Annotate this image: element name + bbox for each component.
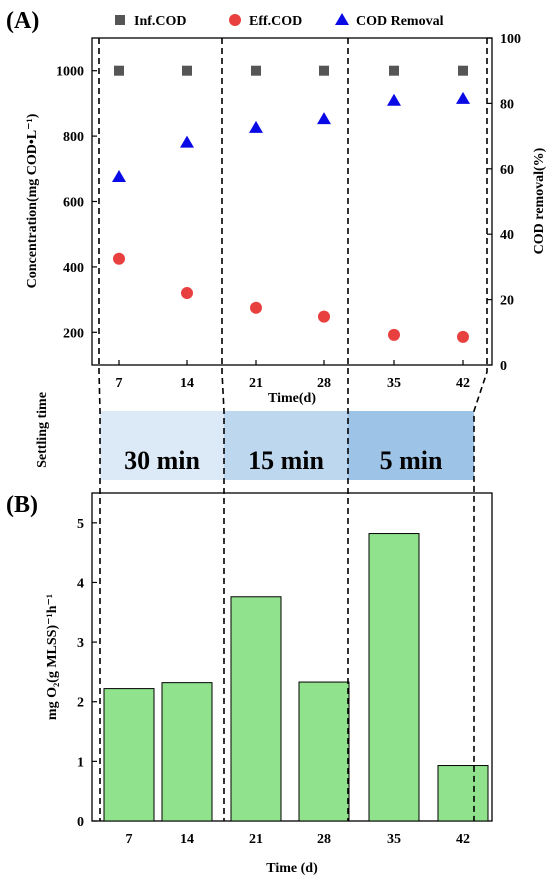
stage-separator-line (221, 38, 225, 821)
panel-a-y-axis-label: Concentration(mg COD•L⁻¹) (25, 113, 40, 288)
panel-b-frame (91, 492, 493, 822)
x-tick-label: 42 (456, 376, 470, 391)
point-cod-removal (317, 112, 331, 125)
bar (368, 533, 420, 822)
point-cod-removal (387, 93, 401, 106)
y2-tick-label: 100 (500, 32, 521, 47)
y-tick-label: 1 (77, 755, 84, 770)
x-tick-label: 28 (317, 376, 331, 391)
stage-separator-line (473, 38, 488, 821)
point-eff-cod (181, 287, 193, 300)
panel-b-axes: 0 1 2 3 4 5 7 14 21 28 35 42 (77, 517, 470, 847)
settling-stage-label: 30 min (124, 446, 200, 475)
y2-tick-label: 20 (500, 294, 514, 309)
stage-separator-line (98, 38, 101, 821)
bar (103, 688, 155, 822)
settling-stage-label: 5 min (380, 446, 443, 475)
x-tick-label: 14 (180, 376, 194, 391)
stage-separators (98, 38, 488, 821)
bar (161, 682, 213, 822)
x-tick-label: 28 (317, 832, 331, 847)
y-tick-label: 600 (63, 196, 84, 211)
legend-label-cod-removal: COD Removal (356, 14, 444, 29)
panel-a-marks (112, 65, 470, 343)
panel-b-bars (103, 533, 489, 822)
panel-a-chart: 7 14 21 28 35 422004006008001000020406080100 … (25, 13, 547, 406)
bar (298, 681, 350, 822)
point-inf-cod (458, 65, 468, 76)
point-inf-cod (114, 65, 124, 76)
x-tick-label: 35 (387, 832, 401, 847)
legend-marker-cod-removal (335, 13, 349, 25)
point-eff-cod (457, 330, 469, 343)
settling-stage-box (100, 411, 224, 480)
y-tick-label: 800 (63, 130, 84, 145)
point-cod-removal (180, 135, 194, 148)
legend-label-inf-cod: Inf.COD (134, 14, 187, 29)
panel-a-axes: 7 14 21 28 35 42 200 400 600 800 1000 0 20 40 60 80 100 (56, 32, 521, 391)
point-inf-cod (251, 65, 261, 76)
point-eff-cod (113, 252, 125, 265)
y2-tick-label: 0 (500, 359, 507, 374)
settling-stage-label: 15 min (248, 446, 324, 475)
y-tick-label: 4 (77, 576, 84, 591)
point-cod-removal (249, 120, 263, 133)
point-eff-cod (250, 301, 262, 314)
y-tick-label: 400 (63, 261, 84, 276)
y2-tick-label: 80 (500, 97, 514, 112)
panel-a-legend: Inf.COD Eff.COD COD Removal (115, 13, 444, 29)
settling-time-band: Settling time 30 min 15 min 5 min (35, 392, 474, 480)
point-eff-cod (388, 328, 400, 341)
y-tick-label: 0 (77, 815, 84, 830)
x-tick-label: 35 (387, 376, 401, 391)
legend-label-eff-cod: Eff.COD (249, 14, 302, 29)
panel-a-x-axis-label: Time(d) (268, 391, 316, 406)
x-tick-label: 7 (126, 832, 133, 847)
x-tick-label: 7 (116, 376, 123, 391)
settling-time-label: Settling time (35, 392, 50, 468)
point-inf-cod (389, 65, 399, 76)
x-tick-label: 42 (456, 832, 470, 847)
y-tick-label: 3 (77, 636, 84, 651)
panel-a-frame (91, 37, 493, 366)
y2-tick-label: 60 (500, 163, 514, 178)
y-tick-label: 1000 (56, 65, 84, 80)
x-tick-label: 21 (249, 376, 263, 391)
point-cod-removal (456, 91, 470, 104)
panel-b-chart: 0 1 2 3 4 5 7 14 21 28 35 42 Time (d) mg O₂(g MLSS)… (45, 492, 493, 876)
legend-marker-inf-cod (115, 15, 125, 25)
x-tick-label: 21 (249, 832, 263, 847)
settling-stage-box (224, 411, 348, 480)
point-inf-cod (182, 65, 192, 76)
y-tick-label: 200 (63, 326, 84, 341)
settling-stage-box (348, 411, 474, 480)
bar (437, 765, 489, 822)
bar (230, 596, 282, 822)
y-tick-label: 5 (77, 517, 84, 532)
panel-label-b: (B) (6, 492, 38, 518)
legend-marker-eff-cod (229, 14, 241, 26)
x-tick-label: 14 (180, 832, 194, 847)
point-inf-cod (319, 65, 329, 76)
panel-label-a: (A) (6, 8, 39, 34)
panel-b-x-axis-label: Time (d) (266, 861, 318, 876)
y2-tick-label: 40 (500, 228, 514, 243)
point-cod-removal (112, 169, 126, 182)
panel-a-y2-axis-label: COD removal(%) (532, 147, 547, 254)
y-tick-label: 2 (77, 696, 84, 711)
point-eff-cod (318, 310, 330, 323)
panel-b-y-axis-label: mg O₂(g MLSS)⁻¹h⁻¹ (45, 594, 60, 720)
